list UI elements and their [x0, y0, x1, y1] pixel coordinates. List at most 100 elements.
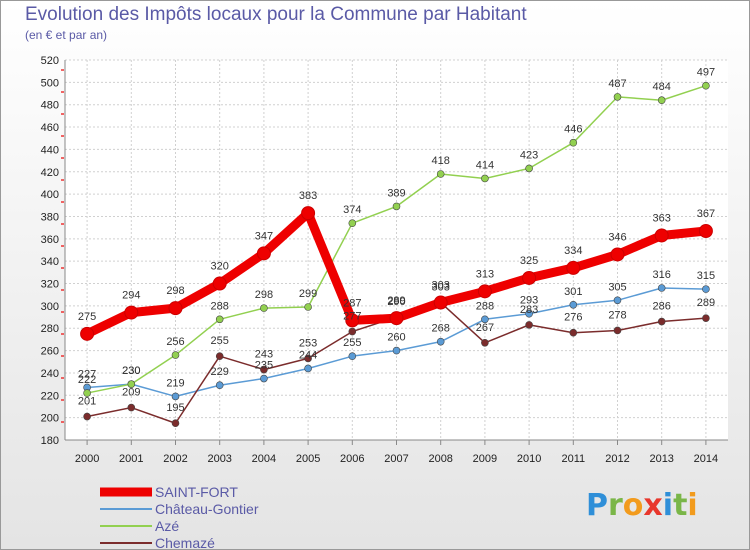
data-point-saint-fort [477, 284, 492, 299]
data-label-saint-fort: 303 [432, 280, 450, 292]
y-tick-label: 240 [41, 368, 59, 380]
data-point-az- [702, 81, 710, 90]
data-label-chemaz-: 255 [211, 335, 229, 347]
data-label-chemaz-: 267 [476, 322, 494, 334]
data-label-az-: 418 [432, 155, 450, 167]
data-label-ch-teau-gontier: 305 [608, 281, 626, 293]
data-label-az-: 298 [255, 289, 273, 301]
data-label-chemaz-: 290 [387, 296, 405, 308]
data-label-az-: 222 [78, 374, 96, 386]
y-tick-label: 440 [41, 144, 59, 156]
data-point-chemaz- [348, 327, 357, 336]
data-label-saint-fort: 346 [608, 231, 626, 243]
y-tick-label: 180 [41, 435, 59, 447]
data-label-ch-teau-gontier: 235 [255, 360, 273, 372]
data-label-az-: 484 [653, 81, 671, 93]
y-tick-label: 400 [41, 189, 59, 201]
proxiti-logo: Proxiti [586, 488, 698, 523]
data-point-saint-fort [345, 313, 360, 328]
data-label-az-: 288 [211, 300, 229, 312]
data-label-saint-fort: 334 [564, 245, 582, 257]
x-tick-label: 2009 [473, 453, 497, 465]
data-label-chemaz-: 209 [122, 387, 140, 399]
data-point-chemaz- [260, 365, 268, 374]
data-point-az- [83, 389, 91, 397]
x-tick-label: 2006 [340, 453, 364, 465]
data-point-ch-teau-gontier [613, 296, 622, 305]
data-label-chemaz-: 286 [653, 301, 671, 313]
x-tick-label: 2013 [649, 453, 673, 465]
data-point-chemaz- [525, 321, 533, 329]
data-label-ch-teau-gontier: 260 [387, 332, 405, 344]
data-point-az- [127, 380, 136, 388]
data-point-ch-teau-gontier [215, 381, 224, 390]
data-label-ch-teau-gontier: 301 [564, 286, 582, 298]
data-label-chemaz-: 277 [343, 311, 361, 323]
x-tick-label: 2008 [428, 453, 452, 465]
data-point-saint-fort [654, 228, 669, 243]
data-point-chemaz- [657, 317, 666, 326]
logo-letter: r [608, 488, 623, 523]
data-point-saint-fort [389, 311, 404, 326]
y-tick-label: 340 [41, 256, 59, 268]
data-point-az- [304, 303, 312, 311]
logo-letter: P [586, 488, 608, 523]
data-label-chemaz-: 283 [520, 304, 538, 316]
data-label-ch-teau-gontier: 293 [520, 295, 538, 307]
legend-label-chemaz-: Chemazé [155, 535, 215, 550]
data-label-saint-fort: 320 [211, 261, 229, 273]
data-label-az-: 230 [122, 365, 140, 377]
y-tick-label: 520 [41, 55, 59, 67]
x-tick-label: 2010 [517, 453, 541, 465]
data-point-az- [348, 219, 357, 227]
x-tick-label: 2011 [561, 453, 585, 465]
x-tick-label: 2007 [384, 453, 408, 465]
data-point-ch-teau-gontier [392, 346, 401, 355]
data-point-ch-teau-gontier [304, 364, 312, 373]
legend-label-saint-fort: SAINT-FORT [155, 484, 238, 500]
logo-letter: i [687, 488, 698, 523]
data-label-ch-teau-gontier: 255 [343, 337, 361, 349]
data-label-chemaz-: 195 [166, 402, 184, 414]
data-point-az- [260, 304, 268, 312]
y-tick-label: 260 [41, 346, 59, 358]
data-point-chemaz- [613, 326, 622, 335]
data-label-az-: 446 [564, 124, 582, 136]
data-label-chemaz-: 276 [564, 312, 582, 324]
data-point-ch-teau-gontier [657, 284, 666, 292]
y-tick-label: 320 [41, 279, 59, 291]
data-label-ch-teau-gontier: 229 [211, 366, 229, 378]
x-tick-label: 2003 [207, 453, 231, 465]
logo-letter: x [643, 488, 663, 523]
data-point-chemaz- [83, 412, 91, 421]
data-point-saint-fort [566, 260, 581, 275]
data-point-az- [215, 315, 224, 324]
data-label-az-: 299 [299, 288, 317, 300]
data-label-chemaz-: 289 [697, 297, 715, 309]
y-tick-label: 500 [41, 77, 59, 89]
data-point-saint-fort [80, 326, 95, 341]
x-tick-label: 2012 [605, 453, 629, 465]
data-label-saint-fort: 298 [166, 285, 184, 297]
y-tick-label: 280 [41, 323, 59, 335]
y-tick-label: 200 [41, 413, 59, 425]
y-tick-label: 480 [41, 100, 59, 112]
data-point-saint-fort [212, 276, 227, 291]
data-label-saint-fort: 275 [78, 311, 96, 323]
data-point-saint-fort [610, 247, 625, 262]
data-point-ch-teau-gontier [436, 337, 445, 346]
data-label-chemaz-: 278 [608, 309, 626, 321]
x-tick-label: 2005 [296, 453, 320, 465]
logo-letter: o [622, 488, 644, 523]
data-point-az- [481, 174, 489, 183]
y-tick-label: 220 [41, 390, 59, 402]
data-point-chemaz- [127, 403, 136, 412]
data-label-az-: 423 [520, 149, 538, 161]
y-tick-label: 420 [41, 167, 59, 179]
x-tick-label: 2001 [119, 453, 143, 465]
data-label-az-: 256 [166, 336, 184, 348]
data-point-saint-fort [124, 305, 139, 320]
data-label-az-: 374 [343, 204, 361, 216]
logo-letter: t [673, 488, 688, 523]
